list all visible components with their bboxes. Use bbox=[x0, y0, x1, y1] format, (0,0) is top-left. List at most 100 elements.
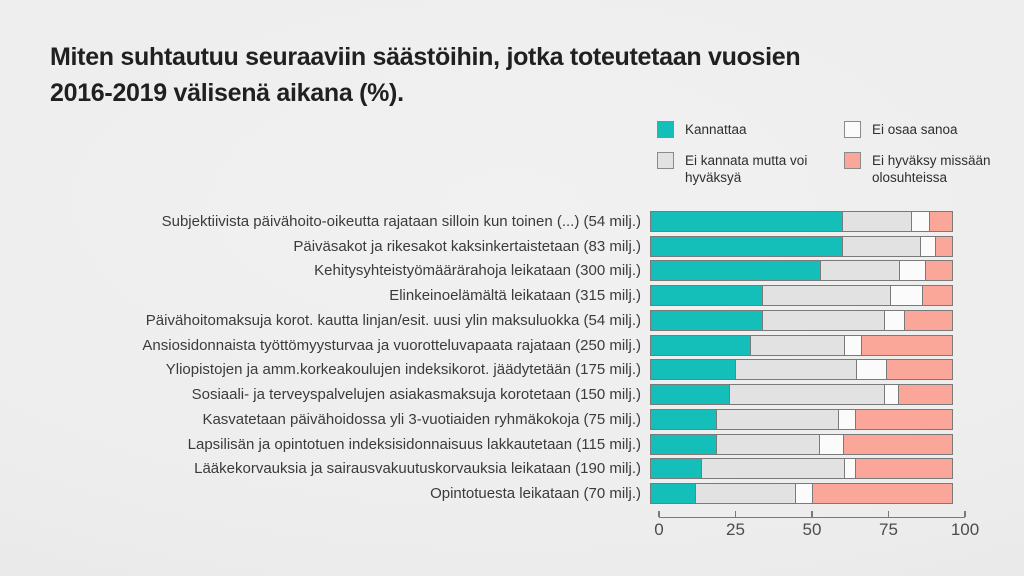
bar-segment bbox=[701, 458, 845, 480]
bar-segment bbox=[837, 408, 857, 430]
bar-segment bbox=[749, 334, 845, 356]
chart-title-line-2: 2016-2019 välisenä aikana (%). bbox=[50, 78, 404, 107]
bar-segment bbox=[762, 309, 885, 331]
category-label: Lapsilisän ja opintotuen indeksisidonnai… bbox=[187, 435, 641, 453]
chart-row: Päiväsakot ja rikesakot kaksinkertaistet… bbox=[0, 234, 1024, 259]
x-axis-tick bbox=[964, 511, 966, 517]
category-label: Sosiaali- ja terveyspalvelujen asiakasma… bbox=[191, 386, 641, 404]
chart-row: Opintotuesta leikataan (70 milj.) bbox=[0, 481, 1024, 506]
chart-row: Sosiaali- ja terveyspalvelujen asiakasma… bbox=[0, 382, 1024, 407]
legend-swatch-icon bbox=[657, 151, 674, 169]
bar-segment bbox=[650, 210, 843, 232]
legend-label: Ei osaa sanoa bbox=[872, 122, 958, 137]
bar-segment bbox=[716, 408, 839, 430]
bar-segment bbox=[716, 433, 821, 455]
bar-segment bbox=[734, 359, 858, 381]
chart-title: Miten suhtautuu seuraaviin säästöihin, j… bbox=[50, 40, 970, 111]
bar-segment bbox=[650, 309, 764, 331]
chart-row: Subjektiivista päivähoito-oikeutta rajat… bbox=[0, 209, 1024, 234]
category-label: Kehitysyhteistyömäärärahoja leikataan (3… bbox=[314, 262, 641, 280]
legend-label: Kannattaa bbox=[685, 122, 747, 137]
bar-segment bbox=[911, 210, 930, 232]
x-axis-tick-label: 75 bbox=[879, 520, 898, 539]
bar-track bbox=[650, 384, 956, 406]
bar-track bbox=[650, 260, 956, 282]
category-label: Ansiosidonnaista työttömyysturvaa ja vuo… bbox=[142, 336, 641, 354]
legend-item: Ei osaa sanoa bbox=[844, 121, 1012, 139]
bar-segment bbox=[843, 334, 863, 356]
x-axis-tick bbox=[811, 511, 813, 517]
bar-segment bbox=[925, 260, 953, 282]
category-label: Päiväsakot ja rikesakot kaksinkertaistet… bbox=[293, 237, 641, 255]
bar-track bbox=[650, 334, 956, 356]
chart-row: Päivähoitomaksuja korot. kautta linjan/e… bbox=[0, 308, 1024, 333]
bar-segment bbox=[841, 235, 922, 257]
legend-swatch-icon bbox=[844, 151, 861, 169]
x-axis-tick-label: 0 bbox=[654, 520, 664, 539]
legend-label: Ei hyväksy missään olosuhteissa bbox=[872, 152, 991, 186]
category-label: Elinkeinoelämältä leikataan (315 milj.) bbox=[389, 287, 641, 305]
x-axis-tick bbox=[658, 511, 660, 517]
stacked-bar-chart: Subjektiivista päivähoito-oikeutta rajat… bbox=[0, 209, 1024, 506]
bar-segment bbox=[855, 458, 953, 480]
bar-track bbox=[650, 285, 956, 307]
bar-segment bbox=[897, 384, 953, 406]
bar-track bbox=[650, 359, 956, 381]
bar-segment bbox=[650, 408, 718, 430]
bar-segment bbox=[650, 483, 696, 505]
bar-track bbox=[650, 408, 956, 430]
category-label: Päivähoitomaksuja korot. kautta linjan/e… bbox=[145, 311, 641, 329]
x-axis-line bbox=[659, 517, 965, 518]
bar-segment bbox=[922, 285, 953, 307]
bar-track bbox=[650, 309, 956, 331]
bar-segment bbox=[842, 433, 953, 455]
bar-segment bbox=[934, 235, 953, 257]
legend-swatch-icon bbox=[844, 121, 861, 138]
bar-segment bbox=[856, 359, 887, 381]
bar-segment bbox=[650, 334, 751, 356]
chart-row: Elinkeinoelämältä leikataan (315 milj.) bbox=[0, 283, 1024, 308]
bar-segment bbox=[650, 359, 736, 381]
category-label: Opintotuesta leikataan (70 milj.) bbox=[430, 485, 641, 503]
chart-row: Ansiosidonnaista työttömyysturvaa ja vuo… bbox=[0, 333, 1024, 358]
bar-segment bbox=[841, 210, 913, 232]
bar-segment bbox=[883, 309, 906, 331]
bar-segment bbox=[650, 260, 822, 282]
chart-row: Lapsilisän ja opintotuen indeksisidonnai… bbox=[0, 432, 1024, 457]
x-axis: 0 25 50 75 100 bbox=[654, 511, 979, 541]
bar-segment bbox=[920, 235, 936, 257]
bar-segment bbox=[928, 210, 953, 232]
bar-segment bbox=[898, 260, 927, 282]
bar-track bbox=[650, 483, 956, 505]
bar-segment bbox=[820, 260, 900, 282]
legend: Kannattaa Ei osaa sanoa Ei kannata mutta v… bbox=[657, 121, 1012, 187]
bar-track bbox=[650, 210, 956, 232]
bar-segment bbox=[650, 285, 764, 307]
bar-segment bbox=[694, 483, 796, 505]
legend-item: Ei kannata mutta voi hyväksyä bbox=[657, 151, 844, 187]
legend-label: Ei kannata mutta voi hyväksyä bbox=[685, 152, 808, 186]
bar-segment bbox=[762, 285, 891, 307]
bar-segment bbox=[650, 458, 703, 480]
category-label: Kasvatetaan päivähoidossa yli 3-vuotiaid… bbox=[202, 410, 641, 428]
bar-segment bbox=[819, 433, 844, 455]
bar-track bbox=[650, 433, 956, 455]
chart-title-line-1: Miten suhtautuu seuraaviin säästöihin, j… bbox=[50, 43, 801, 71]
x-axis-tick-label: 25 bbox=[726, 520, 745, 539]
bar-segment bbox=[861, 334, 953, 356]
chart-row: Kehitysyhteistyömäärärahoja leikataan (3… bbox=[0, 259, 1024, 284]
bar-track bbox=[650, 235, 956, 257]
bar-segment bbox=[650, 384, 730, 406]
bar-segment bbox=[650, 235, 843, 257]
category-label: Lääkekorvauksia ja sairausvakuutuskorvau… bbox=[194, 460, 641, 478]
category-label: Subjektiivista päivähoito-oikeutta rajat… bbox=[161, 212, 641, 230]
x-axis-tick-label: 100 bbox=[950, 520, 980, 539]
chart-row: Lääkekorvauksia ja sairausvakuutuskorvau… bbox=[0, 457, 1024, 482]
bar-segment bbox=[889, 285, 924, 307]
bar-segment bbox=[812, 483, 953, 505]
bar-segment bbox=[885, 359, 953, 381]
chart-row: Kasvatetaan päivähoidossa yli 3-vuotiaid… bbox=[0, 407, 1024, 432]
x-axis-tick bbox=[734, 511, 737, 517]
bar-segment bbox=[794, 483, 814, 505]
